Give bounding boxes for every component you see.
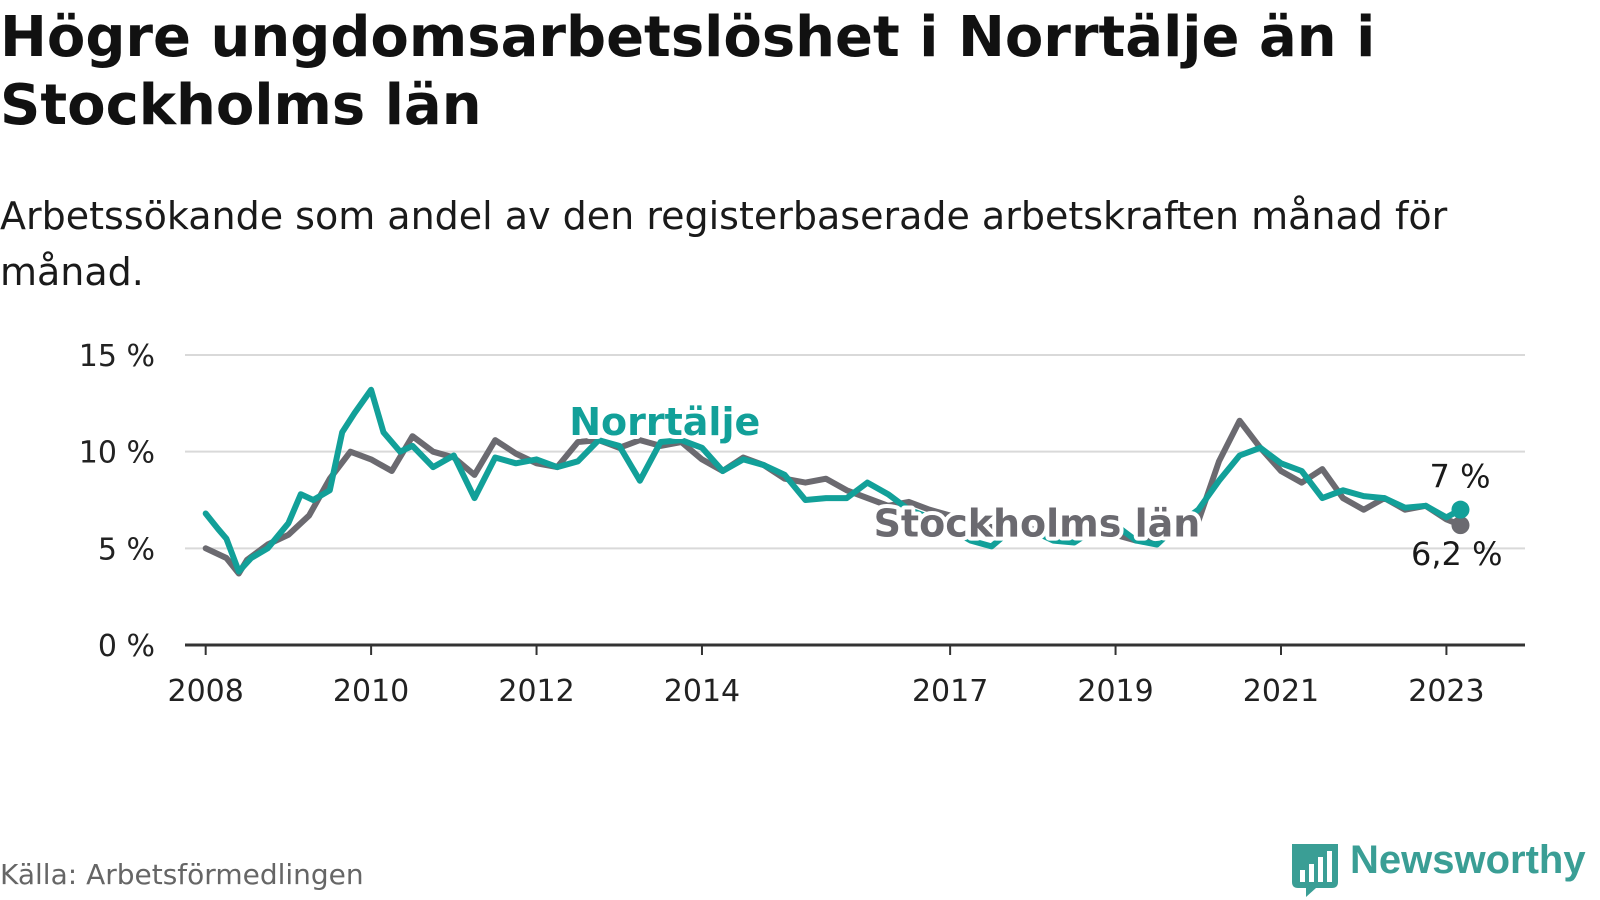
chart-title: Högre ungdomsarbetslöshet i Norrtälje än… (0, 5, 1376, 138)
line-chart: 0 %5 %10 %15 % 2008 2010 2012 2014 2017 2019 2… (79, 339, 1525, 709)
x-tick-label: 2014 (664, 674, 740, 709)
y-tick-label: 0 % (98, 629, 155, 664)
brand-logo[interactable]: Newsworthy (1290, 838, 1600, 900)
end-point-stockholms-lan (1451, 516, 1470, 535)
y-tick-label: 10 % (79, 436, 155, 471)
x-tick-label: 2017 (912, 674, 988, 709)
series-lines (202, 386, 1470, 577)
x-tick-label: 2010 (333, 674, 409, 709)
series-line-norrtalje (202, 386, 1464, 575)
x-tick-label: 2023 (1408, 674, 1484, 709)
series-line-stockholms-lan (202, 417, 1464, 577)
end-point-norrtalje (1451, 500, 1470, 519)
series-label-norrtalje: Norrtälje (569, 400, 760, 444)
series-labels: Norrtälje Stockholms län 7 % 6,2 % (565, 396, 1502, 573)
end-label-norrtalje: 7 % (1430, 458, 1491, 496)
y-tick-label: 5 % (98, 532, 155, 567)
newsworthy-logo-icon (1292, 844, 1338, 897)
x-axis: 2008 2010 2012 2014 2017 2019 2021 2023 (167, 643, 1525, 709)
y-axis-tick-labels: 0 % 5 % 10 % 15 % (79, 339, 155, 664)
x-tick-label: 2012 (498, 674, 574, 709)
end-label-stockholms-lan: 6,2 % (1411, 535, 1502, 573)
chart-subtitle: Arbetssökande som andel av den registerb… (0, 194, 1448, 294)
y-tick-label: 15 % (79, 339, 155, 374)
gridlines (185, 354, 1525, 550)
series-label-stockholms-lan: Stockholms län (874, 502, 1201, 546)
source-note: Källa: Arbetsförmedlingen (0, 858, 364, 891)
x-tick-label: 2019 (1077, 674, 1153, 709)
x-tick-label: 2008 (167, 674, 243, 709)
x-tick-label: 2021 (1243, 674, 1319, 709)
brand-name: Newsworthy (1350, 838, 1586, 882)
